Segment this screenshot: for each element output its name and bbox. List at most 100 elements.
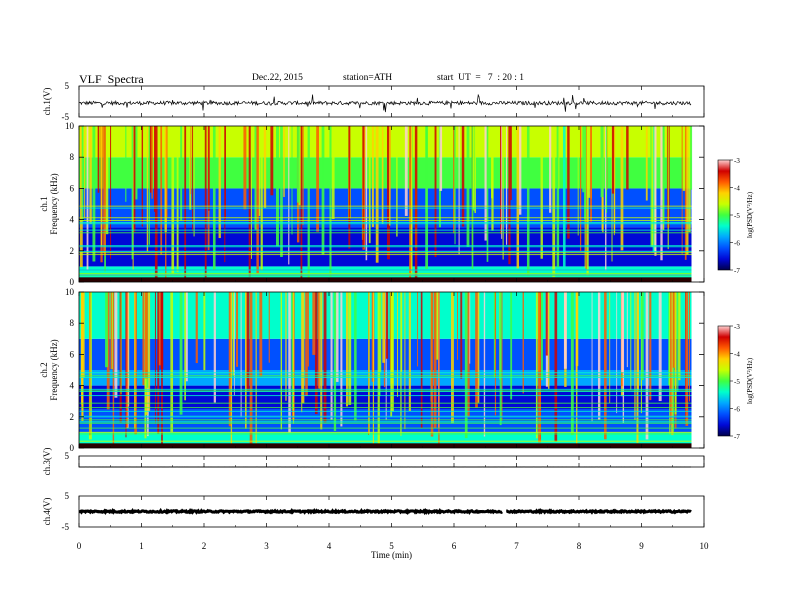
x-axis-label: Time (min) bbox=[371, 550, 412, 560]
narrowband-line bbox=[79, 415, 692, 417]
sferic-streak bbox=[685, 292, 686, 423]
sferic-streak bbox=[314, 292, 318, 415]
narrowband-line bbox=[79, 390, 692, 392]
sferic-streak bbox=[466, 126, 470, 247]
narrowband-line bbox=[79, 372, 692, 374]
sferic-streak bbox=[158, 292, 161, 366]
colorbar-tick-label: -5 bbox=[734, 212, 740, 220]
sferic-streak bbox=[244, 292, 247, 429]
sferic-streak bbox=[180, 126, 183, 221]
sferic-streak bbox=[391, 292, 394, 412]
sferic-streak bbox=[120, 292, 122, 395]
sferic-streak bbox=[132, 126, 136, 232]
x-tick-label: 6 bbox=[452, 541, 457, 551]
sferic-streak bbox=[179, 292, 183, 415]
colorbar-tick-label: -3 bbox=[734, 323, 740, 331]
sferic-streak bbox=[263, 126, 267, 208]
sferic-streak bbox=[453, 126, 455, 234]
sferic-streak bbox=[464, 292, 468, 439]
sferic-streak bbox=[348, 126, 351, 249]
sferic-streak bbox=[570, 292, 574, 436]
sferic-streak bbox=[100, 126, 103, 247]
sferic-streak bbox=[510, 126, 512, 201]
sferic-streak bbox=[686, 126, 689, 255]
narrowband-line bbox=[79, 433, 692, 435]
sferic-streak bbox=[246, 292, 250, 392]
sferic-streak bbox=[362, 126, 365, 249]
sferic-streak bbox=[501, 292, 503, 421]
colorbar-label: log(PSD(V²/Hz) bbox=[746, 357, 754, 404]
sferic-streak bbox=[142, 292, 145, 386]
sferic-streak bbox=[382, 292, 386, 363]
y-axis-label: ch.1(V) bbox=[42, 88, 52, 116]
sferic-streak bbox=[472, 126, 474, 210]
sferic-streak bbox=[149, 126, 152, 193]
sferic-streak bbox=[348, 292, 352, 405]
sferic-streak bbox=[157, 292, 160, 434]
x-tick-label: 2 bbox=[202, 541, 207, 551]
sferic-streak bbox=[650, 126, 653, 247]
sferic-streak bbox=[390, 292, 393, 418]
y-tick-label: 0 bbox=[70, 443, 75, 453]
narrowband-line bbox=[79, 217, 692, 219]
y-tick-label: 5 bbox=[65, 81, 70, 91]
sferic-streak bbox=[331, 126, 335, 220]
sferic-streak bbox=[605, 126, 607, 271]
sferic-streak bbox=[233, 292, 235, 396]
sferic-streak bbox=[586, 126, 589, 276]
spectrogram-band bbox=[79, 126, 692, 158]
narrowband-line bbox=[79, 273, 692, 275]
sferic-streak bbox=[500, 126, 503, 235]
sferic-streak bbox=[148, 292, 151, 411]
colorbar bbox=[717, 159, 731, 271]
sferic-streak bbox=[354, 292, 357, 421]
sferic-streak bbox=[345, 292, 349, 407]
y-axis-label: ch.4(V) bbox=[42, 498, 52, 526]
sferic-streak bbox=[230, 292, 233, 446]
sferic-streak bbox=[430, 292, 434, 437]
plot-title: VLF Spectra bbox=[79, 72, 144, 86]
colorbar bbox=[717, 325, 731, 437]
x-tick-label: 10 bbox=[700, 541, 710, 551]
sferic-streak bbox=[276, 126, 279, 247]
narrowband-line bbox=[79, 388, 692, 390]
x-tick-label: 7 bbox=[514, 541, 519, 551]
sferic-streak bbox=[671, 292, 674, 436]
sferic-streak bbox=[161, 292, 163, 444]
sferic-streak bbox=[575, 292, 578, 445]
narrowband-line bbox=[79, 272, 692, 274]
start-time-label: start UT = 7 : 20 : 1 bbox=[437, 73, 524, 83]
narrowband-line bbox=[79, 252, 692, 254]
y-tick-label: -5 bbox=[62, 112, 70, 122]
sferic-streak bbox=[685, 292, 689, 426]
x-tick-label: 4 bbox=[327, 541, 332, 551]
sferic-streak bbox=[372, 292, 375, 448]
sferic-streak bbox=[645, 292, 649, 440]
sferic-streak bbox=[508, 126, 511, 265]
spectrogram-band bbox=[79, 157, 692, 189]
narrowband-line bbox=[79, 421, 692, 423]
sferic-streak bbox=[144, 292, 148, 379]
sferic-streak bbox=[649, 292, 652, 401]
sferic-streak bbox=[153, 126, 156, 212]
sferic-streak bbox=[400, 292, 403, 372]
sferic-streak bbox=[224, 126, 226, 220]
colorbar-tick-label: -3 bbox=[734, 157, 740, 165]
sferic-streak bbox=[616, 292, 618, 414]
sferic-streak bbox=[582, 126, 585, 193]
narrowband-line bbox=[79, 422, 692, 424]
sferic-streak bbox=[320, 292, 323, 430]
sferic-streak bbox=[471, 126, 474, 269]
sferic-streak bbox=[258, 126, 261, 217]
sferic-streak bbox=[305, 292, 308, 397]
sferic-streak bbox=[397, 292, 399, 397]
sferic-streak bbox=[190, 126, 192, 195]
sferic-streak bbox=[280, 292, 283, 430]
y-tick-label: -5 bbox=[62, 522, 70, 532]
sferic-streak bbox=[552, 126, 556, 277]
sferic-streak bbox=[584, 126, 587, 220]
sferic-streak bbox=[170, 292, 174, 432]
sferic-streak bbox=[105, 126, 109, 235]
sferic-streak bbox=[626, 126, 629, 190]
y-tick-label: 2 bbox=[70, 412, 75, 422]
